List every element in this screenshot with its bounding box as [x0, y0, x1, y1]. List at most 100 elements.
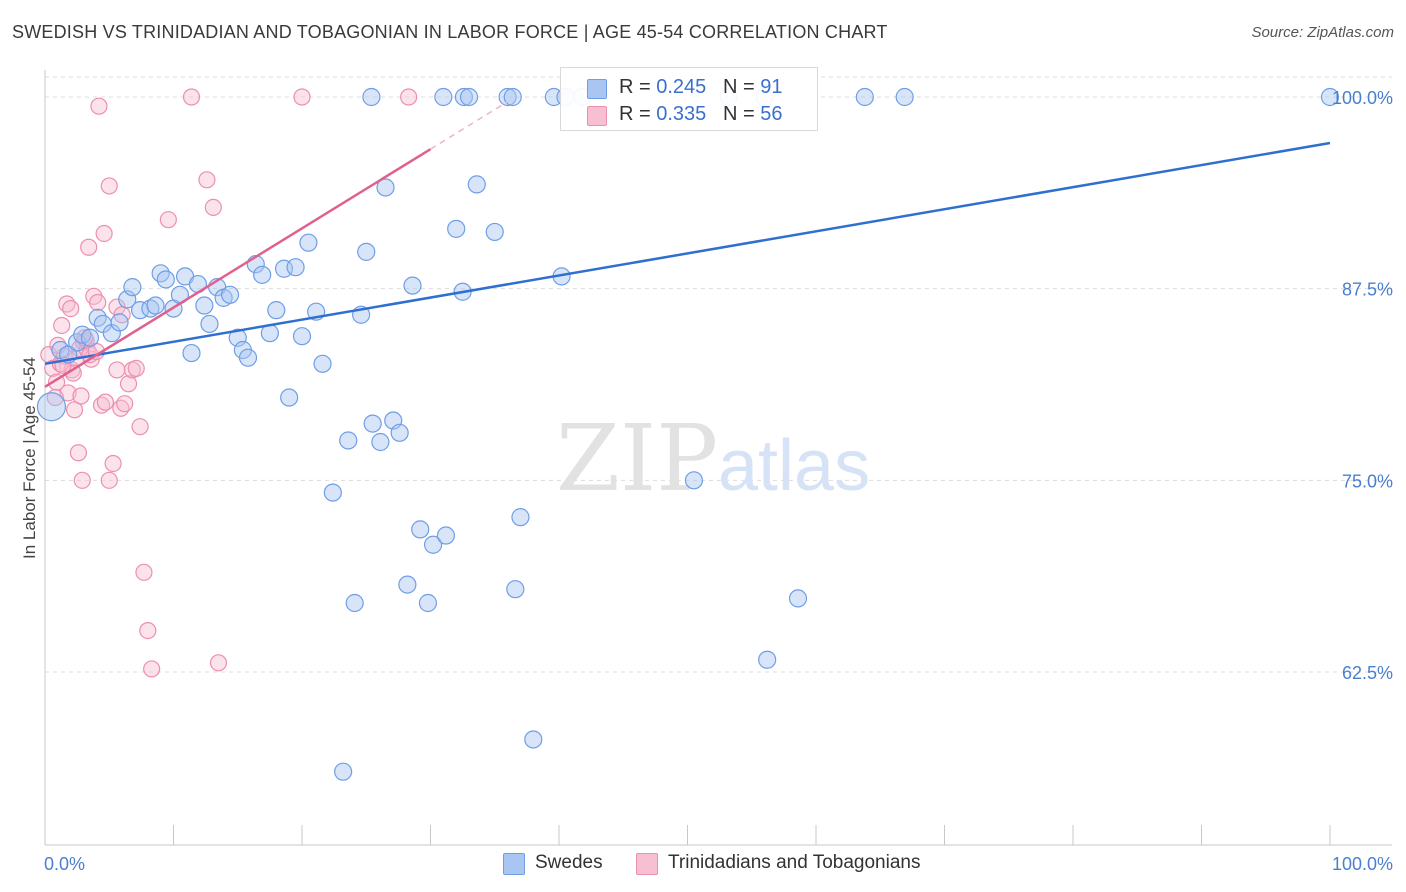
swedes-point [467, 175, 486, 194]
swedes-point [788, 589, 808, 608]
legend-r-label: R = [619, 76, 657, 98]
swedes-point [1320, 87, 1340, 107]
swedes-point [459, 87, 479, 107]
swedes-point [434, 87, 453, 107]
trinidadian-point [182, 88, 201, 106]
legend-text-trinidadian: R = 0.335 N = 56 [619, 103, 782, 126]
swedes-point [323, 483, 342, 502]
source-label: Source: ZipAtlas.com [1251, 24, 1394, 41]
swedes-point [345, 593, 364, 613]
trinidadian-point [69, 444, 88, 462]
y-tick-label: 87.5% [1342, 280, 1393, 300]
x-tick-label-max: 100.0% [1332, 854, 1393, 874]
swedes-point [110, 313, 129, 332]
watermark-atlas: atlas [718, 426, 870, 506]
stats-legend: R = 0.245 N = 91 R = 0.335 N = 56 [560, 67, 818, 131]
swedes-point [423, 535, 443, 554]
trinidadian-point [159, 211, 177, 229]
trinidadian-point [139, 621, 157, 640]
chart-title: SWEDISH VS TRINIDADIAN AND TOBAGONIAN IN… [12, 22, 888, 42]
watermark: ZIP atlas [556, 405, 870, 512]
swedes-point [238, 348, 258, 367]
trinidadian-point [119, 375, 138, 393]
y-tick-label: 100.0% [1332, 88, 1393, 108]
trinidadian-point [209, 654, 228, 672]
swedes-point [376, 178, 395, 197]
swedes-point [280, 388, 299, 407]
swedes-point [411, 520, 430, 539]
swedes-point [334, 762, 353, 781]
swedes-point [485, 222, 504, 242]
swedes-point [80, 328, 100, 347]
trinidadian-point [204, 198, 222, 216]
trinidadian-trend-line [44, 148, 432, 388]
swedes-point [398, 575, 417, 594]
swedes-point [447, 219, 466, 238]
swedes-point [339, 431, 358, 450]
swedes-point [758, 650, 777, 669]
trinidadian-point [135, 563, 153, 581]
swedes-point [371, 432, 390, 452]
swedes-points [36, 87, 1340, 781]
x-tick-label-min: 0.0% [44, 854, 85, 874]
swedes-point [362, 87, 381, 107]
swedes-point [292, 327, 312, 346]
trinidadian-point [95, 224, 113, 243]
swedes-point [390, 423, 409, 442]
swedes-point [299, 233, 318, 252]
trinidadian-point [65, 401, 84, 419]
swedes-point [274, 259, 294, 278]
legend-r-value: 0.335 [656, 103, 707, 125]
trinidadian-point [100, 471, 118, 489]
swedes-point [454, 87, 474, 107]
trinidadian-point [46, 388, 64, 407]
swedes-point [286, 258, 305, 277]
legend-r-label: R = [619, 103, 657, 125]
trinidadian-point [293, 88, 311, 106]
legend-swatch-swedes [587, 79, 607, 99]
swedes-point [146, 296, 165, 315]
legend-n-label: N = [722, 76, 761, 98]
swedes-point [363, 414, 382, 433]
swedes-point [313, 354, 332, 373]
legend-r-value: 0.245 [656, 76, 707, 98]
y-tick-label: 62.5% [1342, 663, 1393, 683]
axes [44, 70, 1392, 846]
swedes-point [684, 471, 704, 490]
trinidadian-point [72, 387, 90, 405]
swedes-point [141, 299, 160, 318]
swedes-point [220, 285, 240, 304]
swedes-point [418, 593, 438, 613]
trinidadian-point [100, 177, 118, 195]
legend-n-value: 91 [760, 76, 783, 98]
legend-n-value: 56 [760, 103, 783, 125]
trinidadian-point [73, 471, 91, 489]
trinidadian-point [80, 238, 98, 256]
bottom-legend-swatch-swedes [503, 853, 525, 875]
y-axis-title: In Labor Force | Age 45-54 [20, 357, 39, 559]
trinidadian-points [40, 88, 418, 678]
swedes-point [895, 87, 914, 107]
trinidadian-point [90, 97, 108, 115]
trend-lines [44, 100, 1331, 388]
trinidadian-point [108, 361, 126, 379]
trinidadian-point [89, 293, 107, 312]
swedes-point [357, 242, 376, 261]
y-tick-label: 75.0% [1342, 471, 1393, 491]
trinidadian-point [116, 395, 134, 413]
axis-labels: 100.0% 87.5% 75.0% 62.5% 0.0% 100.0% In Labor … [20, 88, 1393, 874]
trinidadian-point [59, 384, 77, 402]
swedes-point [855, 87, 874, 107]
swedes-point [200, 314, 219, 334]
swedes-point [511, 508, 530, 527]
trinidadian-point [143, 660, 161, 678]
bottom-legend-swatch-trinidadian [636, 853, 658, 875]
swedes-point [436, 526, 456, 545]
trinidadian-point [104, 454, 122, 473]
swedes-point [267, 301, 286, 320]
bottom-legend-label-trinidadian: Trinidadians and Tobagonians [668, 852, 921, 873]
trinidadian-point [62, 300, 80, 318]
trinidadian-point [53, 316, 71, 335]
trinidadian-point [131, 418, 149, 436]
